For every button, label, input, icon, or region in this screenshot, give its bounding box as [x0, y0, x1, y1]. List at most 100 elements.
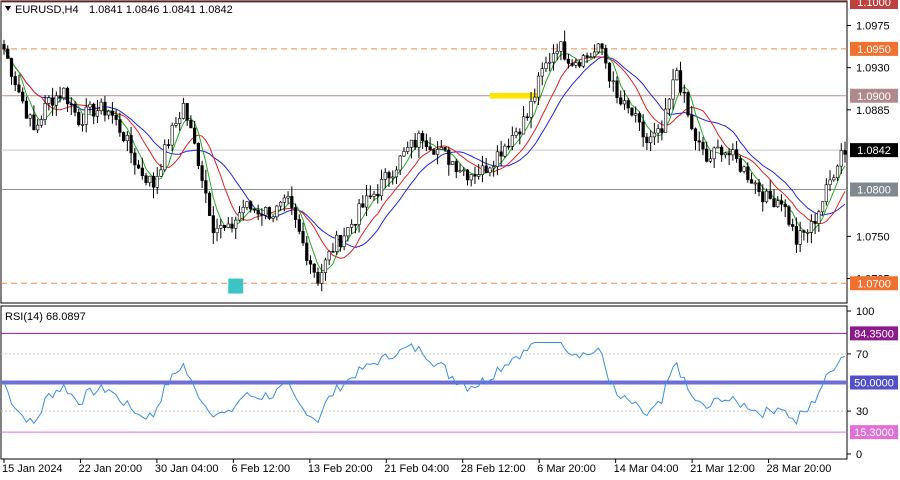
candle-body [529, 101, 533, 118]
candle-body [110, 110, 114, 116]
candle-body [305, 242, 309, 261]
candle-body [237, 212, 242, 221]
candle-body [140, 167, 144, 177]
candle-body [316, 271, 320, 284]
candle-body [125, 135, 129, 141]
candle-body [675, 70, 679, 81]
candle-body [200, 165, 204, 181]
candle-body [92, 103, 96, 117]
rsi-axis: 100 70 30 0 [847, 306, 874, 461]
rsi-guide-lines [1, 353, 847, 412]
candle-body [144, 175, 148, 183]
candle-body [499, 151, 503, 157]
candle-body [282, 197, 286, 203]
candle-body [720, 146, 724, 156]
candle-body [69, 103, 73, 106]
candle-body [181, 103, 186, 119]
candle-body [252, 208, 257, 211]
candle-body [368, 195, 372, 198]
time-tick-label: 22 Jan 20:00 [78, 463, 142, 475]
candle-body [779, 200, 784, 205]
candle-body [189, 120, 193, 129]
candle-body [159, 169, 163, 177]
candle-body [256, 209, 260, 215]
candle-body [342, 235, 346, 247]
candle-body [592, 51, 597, 57]
moving-average-lines [3, 48, 846, 272]
rsi-level-label-bg [850, 425, 898, 440]
rsi-level-label-bg [850, 375, 898, 390]
candle-body [230, 223, 234, 229]
candle-body [611, 80, 615, 83]
candle-body [6, 48, 10, 59]
candle-body [578, 62, 582, 67]
candle-body [350, 223, 354, 228]
highlight-zone [228, 278, 244, 294]
candle-body [241, 207, 245, 214]
candle-body [663, 108, 668, 133]
candle-body [24, 100, 29, 119]
rsi-level-label-bg [850, 326, 898, 341]
candle-body [50, 97, 55, 106]
candle-body [776, 200, 780, 208]
candle-body [686, 92, 690, 116]
time-tick-label: 28 Feb 12:00 [461, 463, 526, 475]
candle-body [226, 223, 230, 228]
candle-body [2, 44, 6, 50]
candle-body [207, 192, 212, 216]
rsi-level-label: 15.3000 [854, 427, 894, 439]
rsi-level-label: 50.0000 [854, 378, 894, 390]
candle-body [630, 107, 634, 116]
rsi-tick-label: 30 [856, 406, 868, 418]
candle-body [495, 151, 499, 167]
candle-body [372, 193, 376, 197]
candle-body [155, 176, 159, 188]
price-level-label: 1.0950 [857, 44, 891, 56]
candle-body [170, 125, 174, 146]
candle-body [103, 101, 107, 116]
candle-body [607, 62, 612, 82]
candle-body [746, 166, 750, 180]
candle-body [787, 206, 791, 225]
candle-body [503, 145, 507, 157]
candle-body [151, 175, 156, 188]
candle-body [480, 165, 485, 175]
candle-body [832, 177, 836, 181]
candle-body [65, 87, 70, 105]
candle-body [835, 165, 840, 179]
candle-body [533, 96, 537, 102]
rsi-level-label: 84.3500 [854, 328, 894, 340]
highlight-zone [489, 92, 539, 99]
candle-body [660, 128, 664, 133]
candle-body [88, 103, 92, 108]
candle-body [559, 41, 563, 52]
candle-body [204, 180, 208, 194]
candle-body [604, 48, 608, 64]
candle-body [118, 119, 122, 133]
candle-body [95, 110, 100, 117]
candle-body [839, 150, 843, 167]
price-tick-label: 1.0975 [856, 20, 890, 32]
time-tick-label: 13 Feb 20:00 [308, 463, 373, 475]
candle-body [47, 97, 51, 104]
candle-body [323, 259, 328, 273]
candle-body [682, 91, 686, 94]
candle-body [645, 136, 649, 143]
time-tick-label: 15 Jan 2024 [2, 463, 63, 475]
candle-body [424, 140, 428, 147]
candle-body [379, 179, 384, 197]
candle-body [671, 79, 675, 100]
moving-average-line [3, 48, 846, 259]
time-tick-label: 21 Mar 12:00 [690, 463, 755, 475]
rsi-panel[interactable]: 100 70 30 0 84.3500 50.0000 15.3000 RSI(14) 6… [0, 305, 898, 461]
candle-body [260, 213, 264, 216]
candle-body [275, 205, 279, 218]
candle-body [43, 103, 47, 120]
candle-body [234, 219, 238, 229]
candle-body [705, 148, 709, 162]
candle-body [443, 147, 447, 151]
candle-body [742, 166, 746, 172]
candle-body [753, 182, 757, 185]
